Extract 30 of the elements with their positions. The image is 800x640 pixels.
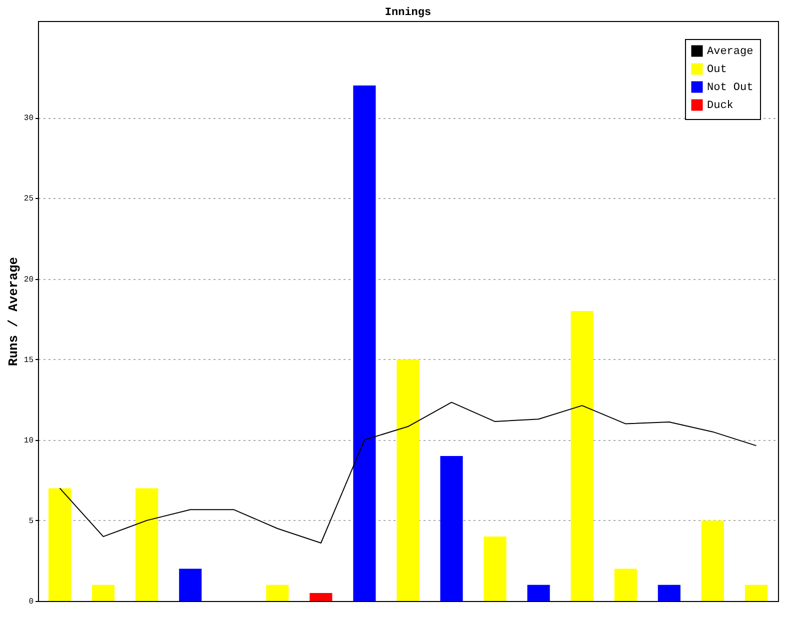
line-series	[59, 402, 757, 544]
bar	[310, 592, 332, 601]
y-tick-label: 30	[24, 114, 34, 124]
bar	[136, 488, 158, 601]
y-tick-label: 25	[24, 194, 34, 204]
bar	[266, 584, 289, 601]
legend-label: Average	[707, 46, 754, 58]
y-tick-label: 0	[28, 598, 34, 606]
chart-title: Innings	[384, 7, 432, 19]
bar	[658, 584, 680, 601]
bar	[614, 568, 637, 601]
legend-label: Out	[707, 64, 727, 76]
bar	[92, 584, 115, 601]
bar	[484, 536, 506, 601]
y-axis-title: Runs / Average	[6, 256, 21, 366]
y-tick-label: 10	[24, 436, 34, 446]
bar	[701, 520, 724, 601]
legend-label: Duck	[707, 100, 734, 112]
bar	[396, 359, 420, 601]
bar	[179, 568, 202, 601]
bar	[440, 456, 463, 601]
bar	[353, 85, 376, 601]
y-tick-label: 5	[28, 516, 34, 526]
bar	[744, 584, 768, 601]
bar	[48, 488, 72, 601]
bar	[570, 311, 594, 601]
bar	[527, 584, 550, 601]
legend-label: Not Out	[707, 82, 754, 94]
y-tick-label: 20	[24, 275, 34, 284]
y-tick-label: 15	[24, 356, 34, 365]
